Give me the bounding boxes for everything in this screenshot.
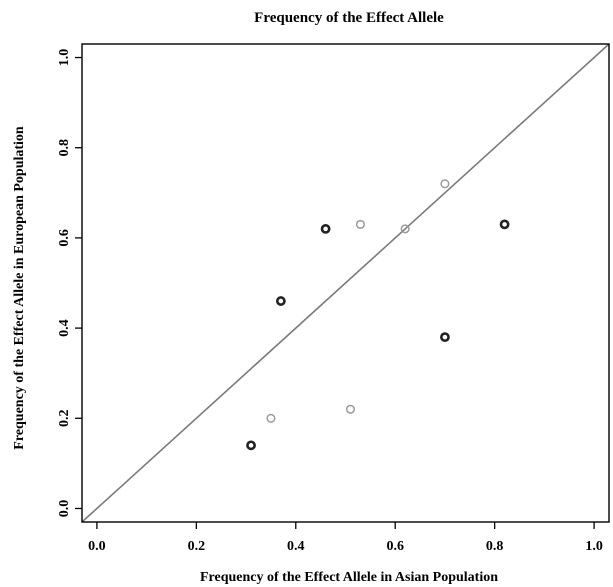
y-axis-label: Frequency of the Effect Allele in Europe…: [12, 126, 27, 450]
y-tick-label: 0.0: [57, 500, 72, 517]
x-tick-label: 0.4: [287, 539, 305, 554]
y-axis: 0.0 0.2 0.4 0.6 0.8 1.0: [57, 49, 82, 517]
data-point: [499, 219, 510, 230]
data-point: [355, 219, 365, 229]
reference-line: [82, 44, 609, 522]
data-point: [275, 296, 286, 306]
x-tick-label: 0.8: [486, 539, 504, 554]
data-point: [320, 223, 331, 234]
plot-area: [81, 43, 610, 523]
x-tick-label: 0.6: [386, 539, 404, 554]
data-point: [246, 440, 256, 451]
y-tick-label: 0.4: [57, 319, 72, 337]
y-tick-label: 0.6: [57, 229, 72, 247]
x-axis: 0.0 0.2 0.4 0.6 0.8 1.0: [88, 522, 603, 554]
data-point: [345, 404, 356, 414]
data-point: [400, 224, 410, 234]
data-point: [266, 413, 276, 423]
chart-title: Frequency of the Effect Allele: [254, 10, 444, 26]
plot-frame: [81, 43, 610, 523]
y-tick-label: 0.8: [57, 139, 72, 157]
x-tick-label: 1.0: [585, 539, 603, 554]
x-tick-label: 0.0: [88, 539, 106, 554]
data-point: [440, 179, 450, 189]
x-tick-label: 0.2: [188, 539, 206, 554]
data-point: [440, 332, 450, 343]
y-tick-label: 0.2: [57, 410, 72, 428]
y-tick-label: 1.0: [57, 49, 72, 67]
x-axis-label: Frequency of the Effect Allele in Asian …: [200, 570, 498, 585]
